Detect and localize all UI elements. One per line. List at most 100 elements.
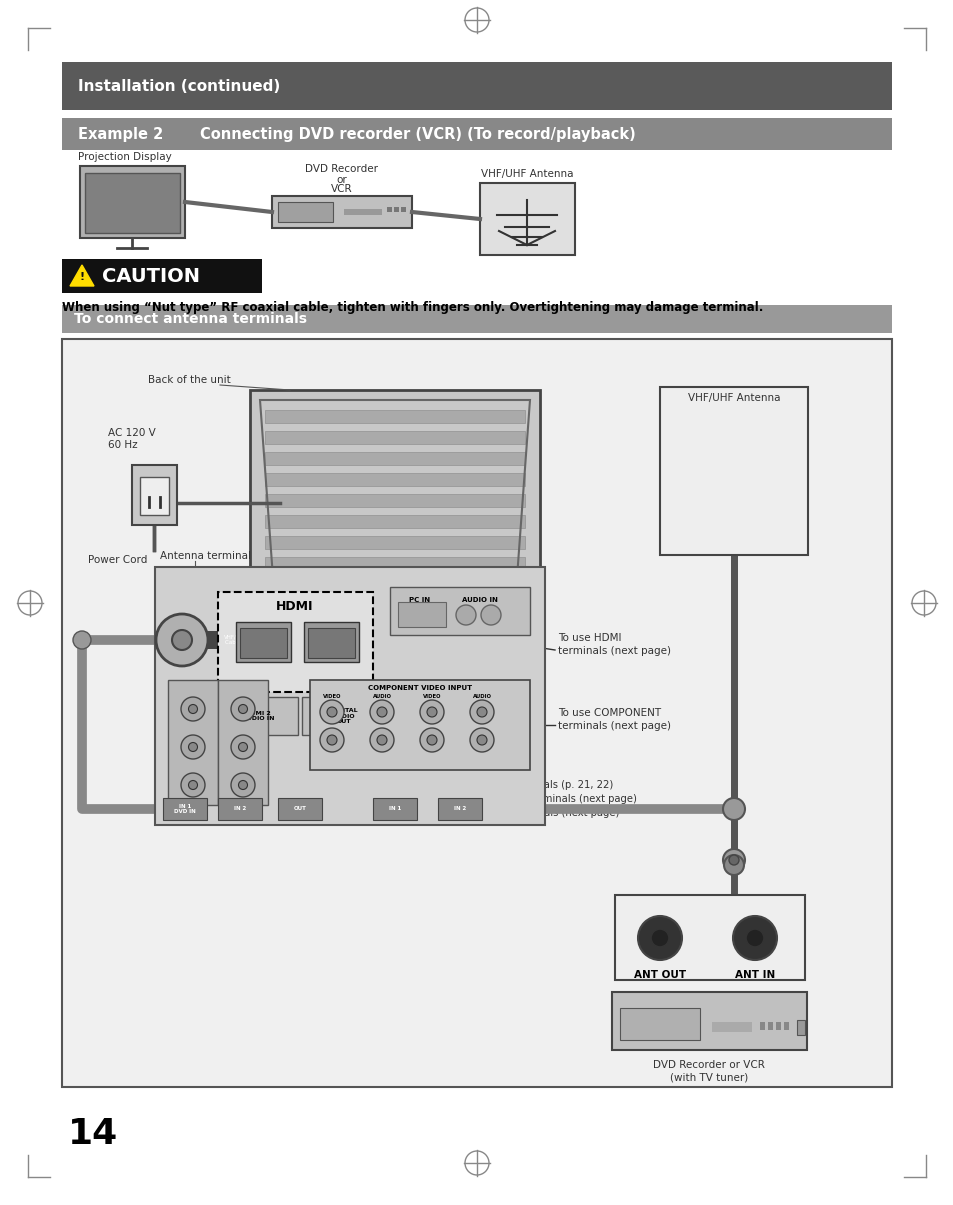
Bar bbox=[62, 259, 262, 293]
Text: When using “Nut type” RF coaxial cable, tighten with fingers only. Overtightenin: When using “Nut type” RF coaxial cable, … bbox=[62, 301, 762, 315]
Text: or: or bbox=[336, 175, 347, 186]
Text: AUDIO IN: AUDIO IN bbox=[461, 596, 497, 602]
Text: ANT OUT: ANT OUT bbox=[634, 970, 685, 980]
Circle shape bbox=[427, 707, 436, 717]
Bar bbox=[265, 536, 524, 549]
Bar bbox=[168, 680, 218, 805]
Bar bbox=[62, 339, 891, 1087]
Polygon shape bbox=[70, 265, 94, 286]
Circle shape bbox=[189, 742, 197, 752]
Circle shape bbox=[156, 615, 208, 666]
Bar bbox=[265, 452, 524, 465]
Text: AUDIO: AUDIO bbox=[240, 734, 245, 752]
Bar bbox=[344, 208, 381, 214]
Bar bbox=[397, 602, 446, 627]
Bar bbox=[612, 992, 806, 1050]
Text: Connecting DVD recorder (VCR) (To record/playback): Connecting DVD recorder (VCR) (To record… bbox=[200, 127, 635, 141]
Bar bbox=[615, 895, 804, 980]
Circle shape bbox=[319, 728, 344, 752]
Bar bbox=[760, 1022, 764, 1030]
Text: 14: 14 bbox=[68, 1117, 118, 1151]
Circle shape bbox=[181, 735, 205, 759]
Circle shape bbox=[189, 781, 197, 789]
Bar bbox=[265, 474, 524, 486]
Circle shape bbox=[476, 735, 486, 745]
Circle shape bbox=[728, 856, 739, 865]
Bar bbox=[218, 696, 297, 735]
Circle shape bbox=[470, 728, 494, 752]
Bar bbox=[265, 410, 524, 423]
Text: IN 2: IN 2 bbox=[454, 806, 466, 811]
Circle shape bbox=[745, 929, 763, 947]
Text: HDMI: HDMI bbox=[276, 600, 314, 613]
Text: AC 120 V: AC 120 V bbox=[108, 428, 155, 437]
Text: HDMI 2
AUDIO IN: HDMI 2 AUDIO IN bbox=[241, 711, 274, 722]
Bar bbox=[62, 118, 891, 149]
Bar bbox=[796, 1019, 804, 1035]
Bar bbox=[80, 166, 185, 239]
Text: To use OUTPUT terminals (p. 21, 22): To use OUTPUT terminals (p. 21, 22) bbox=[433, 780, 613, 790]
Circle shape bbox=[419, 700, 443, 724]
Circle shape bbox=[238, 705, 247, 713]
Bar bbox=[479, 183, 575, 255]
Bar bbox=[277, 798, 322, 819]
Bar bbox=[250, 390, 539, 615]
Circle shape bbox=[231, 772, 254, 797]
Text: COMPONENT VIDEO INPUT: COMPONENT VIDEO INPUT bbox=[368, 684, 472, 690]
Text: terminals (next page): terminals (next page) bbox=[558, 721, 670, 731]
Circle shape bbox=[650, 929, 668, 947]
Bar bbox=[390, 587, 530, 635]
Bar bbox=[310, 680, 530, 770]
Text: DVD Recorder or VCR: DVD Recorder or VCR bbox=[653, 1060, 764, 1070]
Circle shape bbox=[723, 856, 743, 875]
Text: VHF/UHF Antenna: VHF/UHF Antenna bbox=[687, 393, 780, 402]
Text: terminals (next page): terminals (next page) bbox=[558, 646, 670, 656]
Circle shape bbox=[480, 605, 500, 625]
Bar bbox=[207, 631, 265, 649]
Text: IN 1
DVD IN: IN 1 DVD IN bbox=[174, 804, 195, 815]
Text: ANT IN: ANT IN bbox=[734, 970, 774, 980]
Circle shape bbox=[419, 728, 443, 752]
Text: DVD Recorder: DVD Recorder bbox=[305, 164, 378, 174]
Bar bbox=[272, 196, 412, 228]
Circle shape bbox=[427, 735, 436, 745]
Bar bbox=[218, 592, 373, 692]
Bar bbox=[62, 61, 891, 110]
Text: (with TV tuner): (with TV tuner) bbox=[669, 1072, 747, 1082]
Circle shape bbox=[238, 742, 247, 752]
Circle shape bbox=[172, 630, 192, 649]
Circle shape bbox=[327, 735, 336, 745]
Text: 60 Hz: 60 Hz bbox=[108, 440, 137, 449]
Bar bbox=[302, 696, 387, 735]
Bar bbox=[619, 1009, 700, 1040]
Bar bbox=[308, 628, 355, 658]
Bar bbox=[277, 202, 333, 222]
Bar bbox=[265, 575, 524, 607]
Bar bbox=[265, 431, 524, 443]
Circle shape bbox=[181, 772, 205, 797]
Bar bbox=[265, 515, 524, 528]
Text: VCR: VCR bbox=[331, 184, 353, 194]
Text: !: ! bbox=[79, 272, 85, 282]
Bar bbox=[659, 387, 807, 556]
Circle shape bbox=[181, 696, 205, 721]
Bar bbox=[235, 622, 291, 662]
Text: CAUTION: CAUTION bbox=[102, 266, 200, 286]
Text: Back of the unit: Back of the unit bbox=[148, 375, 231, 386]
Circle shape bbox=[370, 700, 394, 724]
Bar bbox=[304, 622, 358, 662]
Text: To connect antenna terminals: To connect antenna terminals bbox=[74, 312, 307, 327]
Text: DIGITAL
AUDIO
OUT: DIGITAL AUDIO OUT bbox=[330, 707, 357, 724]
Text: Power Cord: Power Cord bbox=[88, 556, 147, 565]
Circle shape bbox=[189, 705, 197, 713]
Circle shape bbox=[370, 728, 394, 752]
Circle shape bbox=[476, 707, 486, 717]
Bar bbox=[218, 798, 262, 819]
Text: To use COMPOSITE terminals (next page): To use COMPOSITE terminals (next page) bbox=[433, 794, 637, 804]
Bar bbox=[373, 798, 416, 819]
Text: To use HDMI: To use HDMI bbox=[558, 633, 620, 643]
Circle shape bbox=[376, 707, 387, 717]
Circle shape bbox=[638, 916, 681, 960]
Bar bbox=[394, 207, 398, 212]
Circle shape bbox=[73, 631, 91, 649]
